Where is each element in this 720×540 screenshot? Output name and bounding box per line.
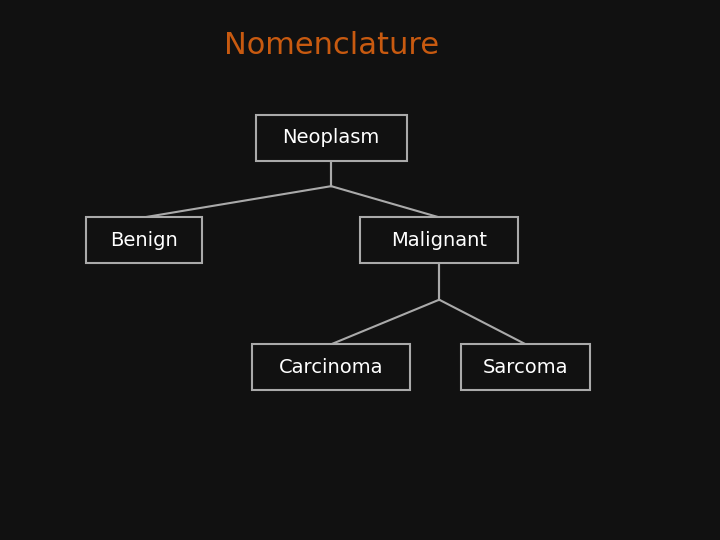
FancyBboxPatch shape: [256, 115, 407, 160]
Text: Neoplasm: Neoplasm: [282, 128, 380, 147]
Text: Malignant: Malignant: [391, 231, 487, 250]
Text: Sarcoma: Sarcoma: [483, 357, 568, 377]
FancyBboxPatch shape: [252, 345, 410, 390]
Text: Nomenclature: Nomenclature: [224, 31, 438, 60]
FancyBboxPatch shape: [360, 217, 518, 263]
FancyBboxPatch shape: [86, 217, 202, 263]
FancyBboxPatch shape: [461, 345, 590, 390]
Text: Carcinoma: Carcinoma: [279, 357, 384, 377]
Text: Benign: Benign: [110, 231, 178, 250]
